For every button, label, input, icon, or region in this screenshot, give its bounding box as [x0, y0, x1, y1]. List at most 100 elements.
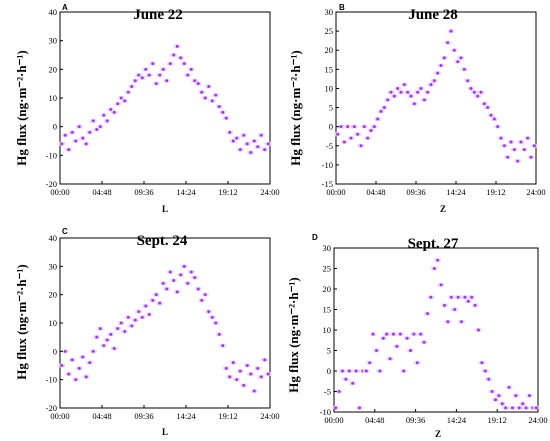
data-point	[249, 150, 253, 154]
data-point	[214, 93, 218, 97]
y-tick-label: -20	[46, 179, 57, 189]
y-tick-label: -5	[326, 141, 333, 151]
data-point	[210, 315, 214, 319]
data-point	[126, 90, 130, 94]
data-point	[158, 301, 162, 305]
data-point	[130, 324, 134, 328]
x-tick-label: 24:00	[526, 187, 545, 197]
y-tick-label: 10	[325, 83, 334, 93]
data-point	[144, 304, 148, 308]
data-point	[200, 90, 204, 94]
data-point	[193, 276, 197, 280]
y-axis-label: Hg flux (ng·m⁻²·h⁻¹)	[14, 264, 29, 379]
y-tick-label: -10	[320, 407, 331, 417]
data-point	[381, 336, 385, 340]
data-points	[332, 258, 540, 410]
data-point	[91, 349, 95, 353]
data-point	[399, 90, 403, 94]
x-tick-label: 14:24	[446, 187, 466, 197]
data-point	[466, 299, 470, 303]
x-ticks: 00:00 04:48 09:36 14:24 19:12 24:00	[326, 181, 546, 197]
data-point	[182, 62, 186, 66]
data-point	[490, 390, 494, 393]
data-point	[502, 144, 506, 148]
data-point	[511, 406, 514, 410]
data-point	[521, 402, 525, 406]
x-tick-label: 00:00	[326, 187, 345, 197]
data-point	[102, 113, 106, 117]
data-point	[512, 148, 516, 152]
data-point	[349, 136, 353, 140]
data-point	[231, 139, 235, 143]
data-point	[60, 364, 64, 367]
data-point	[514, 394, 518, 398]
panel-d: D Sept. 27 Hg flux (ng·m⁻²·h⁻¹) Z -10 -5 0…	[286, 233, 548, 439]
plot-frame	[335, 11, 537, 185]
data-point	[366, 136, 370, 140]
data-point	[371, 332, 375, 336]
data-point	[154, 82, 158, 86]
data-point	[105, 119, 109, 123]
panel-b: B June 28 Hg flux (ng·m⁻²·h⁻¹) Z -15-10-…	[288, 3, 546, 214]
data-point	[210, 99, 214, 103]
data-point	[409, 349, 412, 352]
data-point	[217, 105, 221, 109]
data-point	[534, 406, 538, 410]
data-point	[259, 375, 263, 379]
panel-label: C	[62, 227, 68, 236]
y-tick-label: 5	[329, 103, 333, 113]
y-tick-label: 0	[53, 122, 57, 132]
data-point	[207, 310, 211, 314]
data-point	[412, 102, 416, 106]
data-point	[252, 389, 256, 393]
data-point	[396, 86, 400, 90]
data-point	[179, 273, 183, 277]
x-tick-label: 04:48	[365, 415, 384, 425]
data-point	[368, 361, 372, 365]
data-point	[449, 295, 453, 299]
data-point	[252, 139, 256, 143]
data-point	[426, 90, 430, 94]
x-tick-label: 09:36	[134, 411, 153, 421]
data-point	[207, 85, 211, 89]
data-point	[483, 369, 487, 373]
data-point	[63, 349, 67, 353]
y-tick-label: 0	[329, 122, 333, 132]
data-point	[182, 264, 186, 268]
data-point	[336, 132, 340, 136]
data-point	[172, 279, 176, 282]
data-point	[422, 98, 426, 102]
plot-frame	[59, 237, 271, 409]
data-point	[446, 41, 450, 45]
data-point	[499, 136, 503, 140]
data-points	[334, 29, 538, 164]
data-point	[228, 375, 232, 379]
data-point	[193, 79, 197, 83]
data-point	[344, 377, 348, 381]
y-tick-label: 15	[323, 305, 332, 315]
y-ticks: -20 -10 0 10 20 30 40	[46, 233, 63, 413]
x-tick-label: 09:36	[406, 187, 425, 197]
data-point	[140, 76, 144, 80]
y-tick-label: 40	[49, 233, 58, 243]
data-point	[476, 94, 480, 98]
data-point	[228, 130, 232, 134]
data-point	[263, 148, 267, 152]
data-point	[179, 56, 183, 60]
data-point	[77, 125, 81, 129]
y-tick-label: 30	[49, 36, 58, 46]
data-point	[147, 73, 151, 77]
data-point	[172, 53, 176, 57]
data-point	[203, 96, 207, 100]
data-point	[249, 372, 253, 376]
data-point	[98, 125, 102, 129]
data-point	[165, 79, 169, 83]
data-point	[462, 67, 466, 71]
data-point	[449, 29, 453, 33]
data-point	[362, 125, 366, 129]
x-axis-label: L	[162, 204, 168, 214]
data-point	[339, 125, 343, 129]
data-point	[452, 48, 456, 52]
data-point	[95, 335, 99, 339]
data-point	[378, 369, 382, 373]
